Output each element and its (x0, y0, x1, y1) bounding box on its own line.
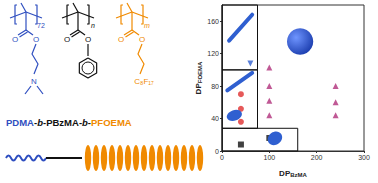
svg-text:O: O (118, 35, 124, 44)
svg-text:300: 300 (358, 154, 370, 161)
svg-text:160: 160 (207, 18, 219, 25)
svg-text:O: O (64, 35, 70, 44)
svg-text:O: O (12, 35, 18, 44)
svg-text:72: 72 (37, 22, 45, 29)
svg-text:100: 100 (263, 154, 275, 161)
svg-text:m: m (144, 22, 150, 29)
svg-text:PDMA-b-PBzMA-b-PFOEMA: PDMA-b-PBzMA-b-PFOEMA (6, 117, 132, 128)
svg-text:80: 80 (211, 83, 219, 90)
svg-text:O: O (33, 35, 39, 44)
svg-text:O: O (139, 35, 145, 44)
svg-text:0: 0 (215, 148, 219, 155)
svg-text:FOEMA: FOEMA (197, 61, 203, 83)
svg-text:n: n (91, 22, 95, 29)
svg-text:200: 200 (311, 154, 323, 161)
svg-text:C₈F₁₇: C₈F₁₇ (134, 77, 154, 86)
svg-text:N: N (31, 77, 37, 86)
svg-text:120: 120 (207, 50, 219, 57)
svg-text:BzMA: BzMA (290, 172, 307, 178)
svg-text:0: 0 (220, 154, 224, 161)
svg-text:DP: DP (194, 83, 203, 95)
svg-text:40: 40 (211, 115, 219, 122)
svg-text:DP: DP (279, 169, 291, 178)
svg-text:O: O (85, 35, 91, 44)
